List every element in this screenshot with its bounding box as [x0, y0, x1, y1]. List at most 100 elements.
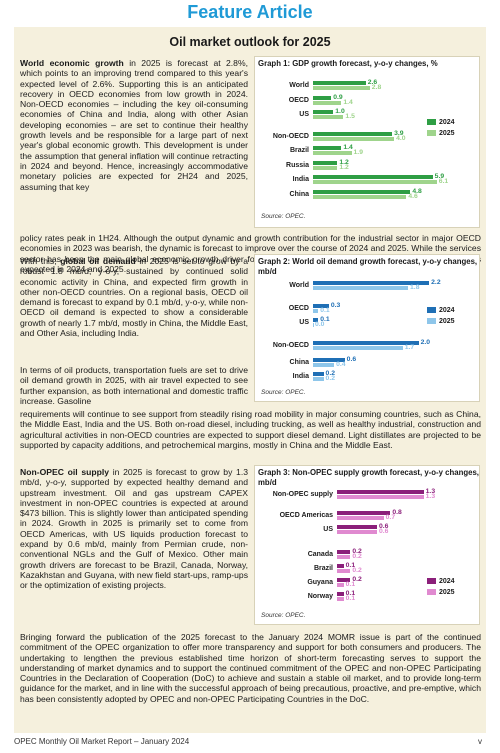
- chart-category-label: Non-OPEC supply: [272, 491, 333, 498]
- chart-value-label: 5.9: [434, 173, 445, 181]
- chart-value-label: 0.4: [336, 360, 346, 368]
- chart-value-label: 0.2: [352, 553, 362, 561]
- chart-value-label: 0.2: [352, 567, 362, 575]
- chart-bar: [337, 530, 377, 534]
- chart-value-label: 1.3: [425, 488, 436, 495]
- chart-value-label: 4.8: [412, 187, 422, 195]
- chart-bar: [313, 340, 419, 345]
- chart-value-label: 1.2: [339, 163, 349, 171]
- chart-category-label: World: [289, 282, 309, 289]
- chart-bar: [337, 495, 424, 499]
- chart-bar: [313, 136, 395, 141]
- chart-legend-item: 2024: [427, 307, 455, 314]
- chart-value-label: 0.3: [330, 301, 341, 309]
- feature-panel: Oil market outlook for 2025 World econom…: [14, 27, 486, 733]
- chart-bar: [313, 362, 335, 367]
- chart-bar: [313, 303, 329, 308]
- legend-label: 2025: [439, 130, 455, 137]
- chart-legend-item: 2025: [427, 130, 455, 137]
- chart-value-label: 1.9: [353, 149, 363, 157]
- paragraph-supply-text: in 2025 is forecast to grow by 1.3 mb/d,…: [20, 467, 249, 591]
- chart-category-label: China: [289, 190, 309, 198]
- chart-source: Source: OPEC.: [261, 213, 306, 220]
- chart-value-label: 2.0: [420, 338, 431, 346]
- chart-bar: [313, 146, 342, 151]
- lead-oil-demand: global oil demand: [60, 256, 136, 266]
- chart-source: Source: OPEC.: [261, 389, 306, 396]
- paragraph-gdp-text: in 2025 is forecast at 2.8%, which point…: [20, 58, 248, 192]
- chart-category-label: Non-OECD: [272, 341, 309, 349]
- footer-page-number: v: [478, 737, 482, 746]
- chart-bar: [313, 100, 342, 105]
- chart-bar: [337, 564, 344, 569]
- paragraph-products-cont: requirements will continue to see suppor…: [20, 409, 481, 450]
- chart-value-label: 4.0: [396, 134, 406, 142]
- chart-value-label: 0.7: [385, 514, 396, 521]
- chart-non-opec-supply: Graph 3: Non-OPEC supply growth forecast…: [254, 465, 480, 625]
- chart-value-label: 0.1: [345, 590, 356, 598]
- lead-world-growth: World economic growth: [20, 58, 124, 68]
- chart-value-label: 1.4: [343, 144, 353, 152]
- chart-legend-item: 2024: [427, 119, 455, 126]
- chart-legend-item: 2024: [427, 578, 455, 585]
- chart-value-label: 2.8: [371, 84, 382, 91]
- legend-swatch: [427, 119, 436, 126]
- legend-swatch: [427, 589, 436, 596]
- chart-category-label: Guyana: [307, 579, 333, 587]
- chart-value-label: 0.1: [320, 306, 330, 314]
- chart-demand-title: Graph 2: World oil demand growth forecas…: [258, 257, 478, 276]
- chart-bar: [313, 317, 319, 322]
- chart-category-label: US: [299, 318, 309, 326]
- legend-label: 2024: [439, 578, 455, 585]
- chart-value-label: 1.4: [343, 98, 353, 106]
- chart-bar: [313, 281, 430, 285]
- chart-value-label: 1.5: [345, 113, 355, 120]
- chart-value-label: 2.6: [367, 79, 378, 86]
- chart-value-label: 2.2: [431, 279, 441, 286]
- chart-bar: [313, 357, 345, 362]
- chart-bar: [337, 597, 344, 602]
- footer-report-title: OPEC Monthly Oil Market Report – January…: [14, 737, 190, 746]
- chart-value-label: 1.2: [339, 158, 349, 166]
- chart-bar: [337, 516, 384, 520]
- chart-category-label: OECD Americas: [279, 512, 333, 519]
- chart-category-label: US: [323, 526, 333, 533]
- chart-bar: [337, 490, 424, 494]
- chart-value-label: 0.2: [352, 576, 362, 584]
- chart-bar: [313, 345, 403, 350]
- chart-gdp-title: Graph 1: GDP growth forecast, y-o-y chan…: [258, 59, 438, 68]
- chart-value-label: 0.1: [345, 562, 356, 570]
- chart-legend-item: 2025: [427, 589, 455, 596]
- chart-value-label: 0.2: [325, 374, 335, 382]
- chart-category-label: World: [289, 82, 309, 89]
- chart-category-label: India: [292, 372, 309, 380]
- paragraph-supply: Non-OPEC oil supply in 2025 is forecast …: [20, 467, 248, 591]
- legend-label: 2024: [439, 119, 455, 126]
- chart-supply-title: Graph 3: Non-OPEC supply growth forecast…: [258, 468, 479, 487]
- chart-oil-demand: Graph 2: World oil demand growth forecas…: [254, 254, 480, 402]
- legend-swatch: [427, 578, 436, 585]
- chart-bar: [313, 131, 393, 136]
- chart-category-label: India: [292, 176, 309, 184]
- chart-value-label: 0.6: [379, 528, 389, 535]
- chart-bar: [313, 151, 352, 156]
- chart-bar: [337, 578, 351, 583]
- paragraph-products: In terms of oil products, transportation…: [20, 365, 248, 406]
- legend-label: 2025: [439, 318, 455, 325]
- chart-bar: [313, 115, 344, 119]
- chart-value-label: 1.7: [404, 343, 415, 351]
- legend-swatch: [427, 318, 436, 325]
- chart-bar: [313, 95, 332, 100]
- chart-bar: [313, 371, 324, 376]
- article-subtitle: Oil market outlook for 2025: [169, 35, 331, 49]
- chart-value-label: 0.9: [333, 93, 343, 101]
- chart-bar: [313, 86, 370, 90]
- chart-bar: [313, 81, 366, 85]
- chart-category-label: Canada: [307, 551, 333, 559]
- paragraph-gdp-cont: policy rates peak in 1H24. Although the …: [20, 233, 481, 274]
- chart-bar: [337, 555, 351, 560]
- paragraph-demand-text: in 2025 is set to grow by a robust 1.8 m…: [20, 256, 248, 339]
- lead-non-opec-supply: Non-OPEC oil supply: [20, 467, 110, 477]
- chart-category-label: OECD: [288, 304, 309, 312]
- chart-value-label: 0.8: [392, 509, 402, 516]
